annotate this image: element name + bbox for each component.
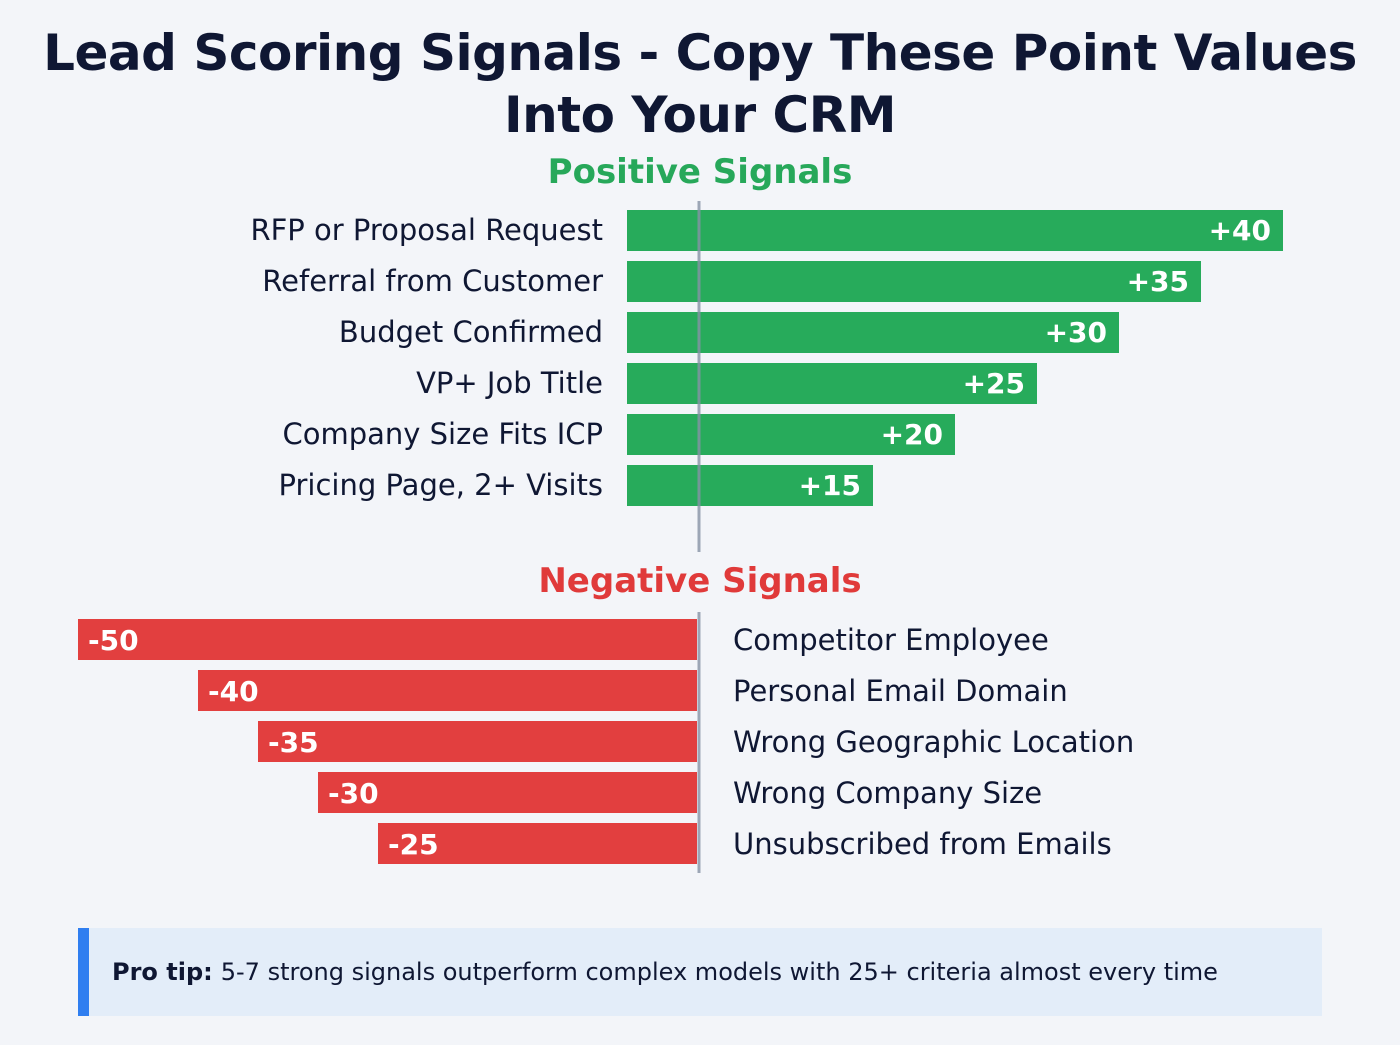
positive-bar (627, 312, 1119, 353)
positive-value-label: +20 (881, 418, 943, 451)
pro-tip-text: 5-7 strong signals outperform complex mo… (220, 958, 1218, 986)
positive-category-label: Referral from Customer (262, 264, 603, 298)
positive-bar (627, 210, 1283, 251)
negative-value-label: -35 (268, 726, 319, 759)
positive-bar (627, 363, 1037, 404)
positive-value-label: +25 (963, 367, 1025, 400)
negative-bar (78, 619, 697, 660)
negative-category-label: Personal Email Domain (733, 674, 1068, 708)
negative-bar (198, 670, 697, 711)
positive-category-label: RFP or Proposal Request (250, 213, 603, 247)
bar-chart: RFP or Proposal Request +40 Referral from … (78, 201, 1283, 873)
negative-value-label: -40 (208, 675, 259, 708)
negative-category-label: Wrong Geographic Location (733, 725, 1134, 759)
positive-value-label: +40 (1209, 214, 1271, 247)
negative-signals-heading: Negative Signals (538, 561, 862, 601)
negative-value-label: -50 (88, 624, 139, 657)
negative-value-label: -25 (388, 828, 439, 861)
positive-bar (627, 414, 955, 455)
positive-signals-heading: Positive Signals (547, 152, 853, 192)
chart-title: Lead Scoring Signals - Copy These Point … (43, 24, 1357, 144)
positive-value-label: +35 (1127, 265, 1189, 298)
positive-category-label: Budget Confirmed (339, 315, 603, 349)
negative-bar (258, 721, 697, 762)
positive-category-label: Company Size Fits ICP (282, 417, 603, 451)
pro-tip-label: Pro tip: (112, 958, 213, 986)
negative-category-label: Wrong Company Size (733, 776, 1042, 810)
negative-bar (378, 823, 697, 864)
positive-value-label: +30 (1045, 316, 1107, 349)
negative-category-label: Unsubscribed from Emails (733, 827, 1112, 861)
negative-category-label: Competitor Employee (733, 623, 1049, 657)
positive-category-label: Pricing Page, 2+ Visits (279, 468, 603, 502)
positive-category-label: VP+ Job Title (416, 366, 603, 400)
negative-value-label: -30 (328, 777, 379, 810)
negative-bar (318, 772, 697, 813)
positive-bar (627, 261, 1201, 302)
pro-tip-callout: Pro tip: 5-7 strong signals outperform c… (78, 928, 1322, 1016)
positive-bar (627, 465, 873, 506)
positive-value-label: +15 (799, 469, 861, 502)
